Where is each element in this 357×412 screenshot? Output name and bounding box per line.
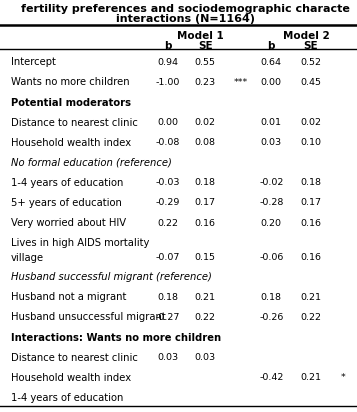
Text: 0.18: 0.18 <box>157 293 178 302</box>
Text: village: village <box>11 253 44 263</box>
Text: 0.18: 0.18 <box>195 178 216 187</box>
Text: interactions (N=1164): interactions (N=1164) <box>116 14 255 24</box>
Text: 0.22: 0.22 <box>300 313 321 322</box>
Text: Model 1: Model 1 <box>177 31 224 41</box>
Text: 0.03: 0.03 <box>261 138 282 147</box>
Text: Very worried about HIV: Very worried about HIV <box>11 218 126 228</box>
Text: b: b <box>164 41 172 51</box>
Text: 0.00: 0.00 <box>157 118 178 127</box>
Text: 0.22: 0.22 <box>157 219 178 227</box>
Text: -1.00: -1.00 <box>156 78 180 87</box>
Text: Model 2: Model 2 <box>283 31 330 41</box>
Text: SE: SE <box>198 41 212 51</box>
Text: 0.22: 0.22 <box>195 313 216 322</box>
Text: SE: SE <box>303 41 318 51</box>
Text: 0.64: 0.64 <box>261 58 282 67</box>
Text: Husband successful migrant (reference): Husband successful migrant (reference) <box>11 272 212 282</box>
Text: Lives in high AIDS mortality: Lives in high AIDS mortality <box>11 238 149 248</box>
Text: -0.28: -0.28 <box>259 199 283 208</box>
Text: Husband unsuccessful migrant: Husband unsuccessful migrant <box>11 312 165 323</box>
Text: 0.20: 0.20 <box>261 219 282 227</box>
Text: 1-4 years of education: 1-4 years of education <box>11 393 123 403</box>
Text: b: b <box>267 41 275 51</box>
Text: Intercept: Intercept <box>11 57 56 68</box>
Text: -0.42: -0.42 <box>259 373 283 382</box>
Text: -0.27: -0.27 <box>156 313 180 322</box>
Text: 0.08: 0.08 <box>195 138 216 147</box>
Text: Wants no more children: Wants no more children <box>11 77 129 87</box>
Text: 0.21: 0.21 <box>195 293 216 302</box>
Text: Distance to nearest clinic: Distance to nearest clinic <box>11 118 137 128</box>
Text: 1-4 years of education: 1-4 years of education <box>11 178 123 188</box>
Text: 0.01: 0.01 <box>261 118 282 127</box>
Text: 0.94: 0.94 <box>157 58 178 67</box>
Text: -0.29: -0.29 <box>156 199 180 208</box>
Text: -0.02: -0.02 <box>259 178 283 187</box>
Text: -0.26: -0.26 <box>259 313 283 322</box>
Text: 0.17: 0.17 <box>300 199 321 208</box>
Text: 0.02: 0.02 <box>300 118 321 127</box>
Text: 0.23: 0.23 <box>195 78 216 87</box>
Text: 0.55: 0.55 <box>195 58 216 67</box>
Text: 0.17: 0.17 <box>195 199 216 208</box>
Text: 0.02: 0.02 <box>195 118 216 127</box>
Text: ***: *** <box>234 78 248 87</box>
Text: 0.03: 0.03 <box>157 353 178 362</box>
Text: 0.45: 0.45 <box>300 78 321 87</box>
Text: Interactions: Wants no more children: Interactions: Wants no more children <box>11 332 221 342</box>
Text: Distance to nearest clinic: Distance to nearest clinic <box>11 353 137 363</box>
Text: 0.16: 0.16 <box>300 219 321 227</box>
Text: 0.10: 0.10 <box>300 138 321 147</box>
Text: -0.06: -0.06 <box>259 253 283 262</box>
Text: 0.18: 0.18 <box>300 178 321 187</box>
Text: -0.03: -0.03 <box>156 178 180 187</box>
Text: 5+ years of education: 5+ years of education <box>11 198 122 208</box>
Text: No formal education (reference): No formal education (reference) <box>11 158 172 168</box>
Text: 0.52: 0.52 <box>300 58 321 67</box>
Text: Household wealth index: Household wealth index <box>11 138 131 148</box>
Text: -0.08: -0.08 <box>156 138 180 147</box>
Text: Household wealth index: Household wealth index <box>11 373 131 383</box>
Text: 0.03: 0.03 <box>195 353 216 362</box>
Text: *: * <box>341 373 346 382</box>
Text: 0.21: 0.21 <box>300 293 321 302</box>
Text: 0.15: 0.15 <box>195 253 216 262</box>
Text: 0.18: 0.18 <box>261 293 282 302</box>
Text: Husband not a migrant: Husband not a migrant <box>11 293 126 302</box>
Text: 0.21: 0.21 <box>300 373 321 382</box>
Text: 0.16: 0.16 <box>195 219 216 227</box>
Text: 0.00: 0.00 <box>261 78 282 87</box>
Text: -0.07: -0.07 <box>156 253 180 262</box>
Text: fertility preferences and sociodemographic characte: fertility preferences and sociodemograph… <box>21 4 350 14</box>
Text: 0.16: 0.16 <box>300 253 321 262</box>
Text: Potential moderators: Potential moderators <box>11 98 131 108</box>
